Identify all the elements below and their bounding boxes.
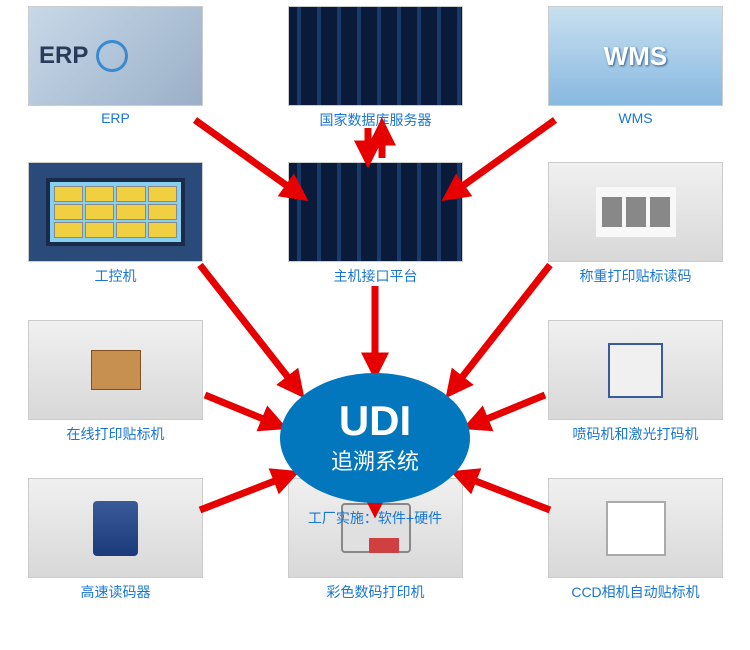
node-online-labeler-image	[28, 320, 203, 420]
node-ipc: 工控机	[28, 162, 203, 286]
node-color-printer-label: 彩色数码打印机	[288, 582, 463, 602]
node-wms-label: WMS	[548, 110, 723, 126]
node-inkjet-laser: 喷码机和激光打码机	[548, 320, 723, 444]
node-wms: WMS WMS	[548, 6, 723, 126]
node-db-server: 国家数据库服务器	[288, 6, 463, 130]
node-inkjet-laser-label: 喷码机和激光打码机	[548, 424, 723, 444]
node-host-platform-image	[288, 162, 463, 262]
node-online-labeler: 在线打印贴标机	[28, 320, 203, 444]
node-erp-image: ERP	[28, 6, 203, 106]
center-title: UDI	[339, 400, 411, 442]
node-weigh-print: 称重打印贴标读码	[548, 162, 723, 286]
node-ccd-labeler-label: CCD相机自动贴标机	[548, 582, 723, 602]
node-erp: ERP ERP	[28, 6, 203, 126]
node-wms-image: WMS	[548, 6, 723, 106]
node-host-platform: 主机接口平台	[288, 162, 463, 286]
node-weigh-print-label: 称重打印贴标读码	[548, 266, 723, 286]
center-bottom-label: 工厂实施：软件+硬件	[275, 508, 475, 528]
node-ccd-labeler-image	[548, 478, 723, 578]
node-db-server-image	[288, 6, 463, 106]
node-erp-label: ERP	[28, 110, 203, 126]
node-db-server-label: 国家数据库服务器	[288, 110, 463, 130]
node-weigh-print-image	[548, 162, 723, 262]
center-ellipse: UDI 追溯系统	[280, 373, 470, 503]
wms-text: WMS	[604, 41, 668, 72]
center-subtitle: 追溯系统	[331, 444, 419, 476]
node-online-labeler-label: 在线打印贴标机	[28, 424, 203, 444]
node-highspeed-reader-image	[28, 478, 203, 578]
node-host-platform-label: 主机接口平台	[288, 266, 463, 286]
node-highspeed-reader: 高速读码器	[28, 478, 203, 602]
erp-text: ERP	[39, 42, 88, 70]
node-ipc-label: 工控机	[28, 266, 203, 286]
node-ipc-image	[28, 162, 203, 262]
node-highspeed-reader-label: 高速读码器	[28, 582, 203, 602]
node-ccd-labeler: CCD相机自动贴标机	[548, 478, 723, 602]
node-inkjet-laser-image	[548, 320, 723, 420]
